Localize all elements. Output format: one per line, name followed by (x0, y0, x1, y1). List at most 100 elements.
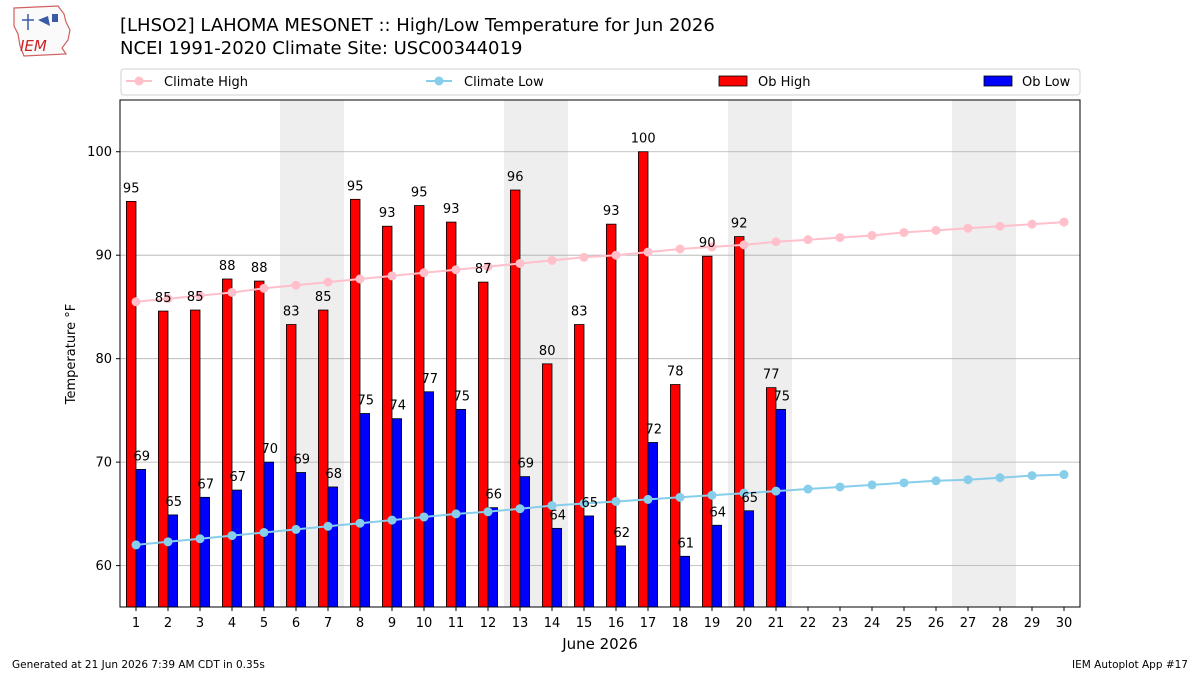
ob-high-label-14: 80 (539, 344, 556, 359)
ob-high-bar-21 (766, 388, 776, 607)
ob-high-bar-9 (382, 226, 392, 607)
x-tick-label-4: 4 (228, 616, 236, 631)
climate-low-point-24 (868, 480, 877, 489)
ob-high-bar-3 (190, 310, 200, 607)
ob-high-label-13: 96 (507, 170, 524, 185)
ob-high-label-11: 93 (443, 202, 460, 217)
climate-low-point-3 (196, 534, 205, 543)
ob-high-bar-19 (702, 256, 712, 607)
legend-climate-high-label: Climate High (164, 75, 248, 90)
climate-high-line (136, 222, 1064, 302)
ob-high-label-10: 95 (411, 186, 428, 201)
ob-high-label-6: 83 (283, 305, 300, 320)
x-tick-label-14: 14 (544, 616, 561, 631)
x-tick-label-16: 16 (608, 616, 625, 631)
climate-high-point-27 (964, 224, 973, 233)
legend-ob-low-label: Ob Low (1022, 75, 1071, 90)
ob-low-label-5: 70 (262, 442, 279, 457)
climate-low-point-6 (292, 525, 301, 534)
ob-high-bar-7 (318, 310, 328, 607)
climate-high-point-21 (772, 237, 781, 246)
x-tick-label-9: 9 (388, 616, 396, 631)
legend-ob-low-swatch (984, 76, 1012, 86)
climate-low-point-5 (260, 528, 269, 537)
climate-high-point-25 (900, 228, 909, 237)
climate-high-point-9 (388, 271, 397, 280)
x-tick-label-11: 11 (448, 616, 465, 631)
ob-high-bar-17 (638, 152, 648, 607)
ob-low-label-12: 66 (486, 488, 503, 503)
y-axis-title: Temperature °F (64, 304, 79, 405)
climate-low-point-27 (964, 475, 973, 484)
legend-ob-high-label: Ob High (758, 75, 811, 90)
x-tick-label-5: 5 (260, 616, 268, 631)
x-tick-label-3: 3 (196, 616, 204, 631)
footer-app: IEM Autoplot App #17 (1072, 659, 1188, 671)
x-tick-label-28: 28 (992, 616, 1009, 631)
climate-high-point-8 (356, 275, 365, 284)
climate-high-point-14 (548, 256, 557, 265)
climate-high-point-22 (804, 235, 813, 244)
chart-subtitle: NCEI 1991-2020 Climate Site: USC00344019 (120, 38, 522, 59)
ob-low-label-21: 75 (774, 389, 791, 404)
ob-high-label-8: 95 (347, 179, 364, 194)
x-tick-label-21: 21 (768, 616, 785, 631)
chart-title: [LHSO2] LAHOMA MESONET :: High/Low Tempe… (120, 15, 715, 36)
ob-high-bar-13 (510, 190, 520, 607)
climate-low-line (136, 475, 1064, 545)
climate-low-point-4 (228, 531, 237, 540)
climate-low-point-12 (484, 507, 493, 516)
climate-high-point-18 (676, 244, 685, 253)
climate-low-point-7 (324, 522, 333, 531)
climate-low-point-17 (644, 495, 653, 504)
ob-low-label-9: 74 (390, 399, 407, 414)
y-tick-label-90: 90 (95, 249, 112, 264)
climate-low-point-8 (356, 519, 365, 528)
climate-high-point-1 (132, 297, 141, 306)
x-tick-label-8: 8 (356, 616, 364, 631)
y-tick-label-80: 80 (95, 352, 112, 367)
weekend-shade-27 (952, 100, 984, 607)
climate-low-point-9 (388, 516, 397, 525)
ob-low-bar-7 (328, 487, 338, 607)
x-tick-label-10: 10 (416, 616, 433, 631)
climate-low-point-13 (516, 504, 525, 513)
climate-low-point-1 (132, 540, 141, 549)
ob-high-label-3: 85 (187, 290, 204, 305)
x-tick-label-12: 12 (480, 616, 497, 631)
climate-high-point-6 (292, 281, 301, 290)
ob-high-label-9: 93 (379, 206, 396, 221)
climate-high-point-4 (228, 288, 237, 297)
ob-low-label-18: 61 (678, 536, 695, 551)
climate-high-point-28 (996, 222, 1005, 231)
climate-high-point-13 (516, 259, 525, 268)
ob-low-bar-10 (424, 392, 434, 607)
ob-low-label-16: 62 (614, 526, 631, 541)
ob-low-bar-12 (488, 508, 498, 607)
x-tick-label-26: 26 (928, 616, 945, 631)
ob-high-label-2: 85 (155, 291, 172, 306)
x-tick-label-24: 24 (864, 616, 881, 631)
ob-low-bar-17 (648, 442, 658, 607)
climate-low-point-11 (452, 509, 461, 518)
ob-low-label-19: 64 (710, 505, 727, 520)
climate-low-point-21 (772, 487, 781, 496)
ob-low-label-2: 65 (166, 495, 183, 510)
legend-climate-high-marker (135, 77, 144, 86)
climate-low-point-26 (932, 476, 941, 485)
legend-ob-high-swatch (719, 76, 747, 86)
ob-high-label-16: 93 (603, 204, 620, 219)
ob-low-bar-15 (584, 516, 594, 607)
x-tick-label-17: 17 (640, 616, 657, 631)
ob-high-label-19: 90 (699, 236, 716, 251)
legend-box (121, 69, 1080, 95)
ob-low-label-3: 67 (198, 477, 215, 492)
ob-low-label-7: 68 (326, 467, 343, 482)
ob-high-label-15: 83 (571, 305, 588, 320)
climate-high-point-26 (932, 226, 941, 235)
climate-high-point-29 (1028, 220, 1037, 229)
ob-low-bar-2 (168, 515, 178, 607)
x-tick-label-1: 1 (132, 616, 140, 631)
ob-low-bar-13 (520, 477, 530, 607)
x-tick-label-30: 30 (1056, 616, 1073, 631)
